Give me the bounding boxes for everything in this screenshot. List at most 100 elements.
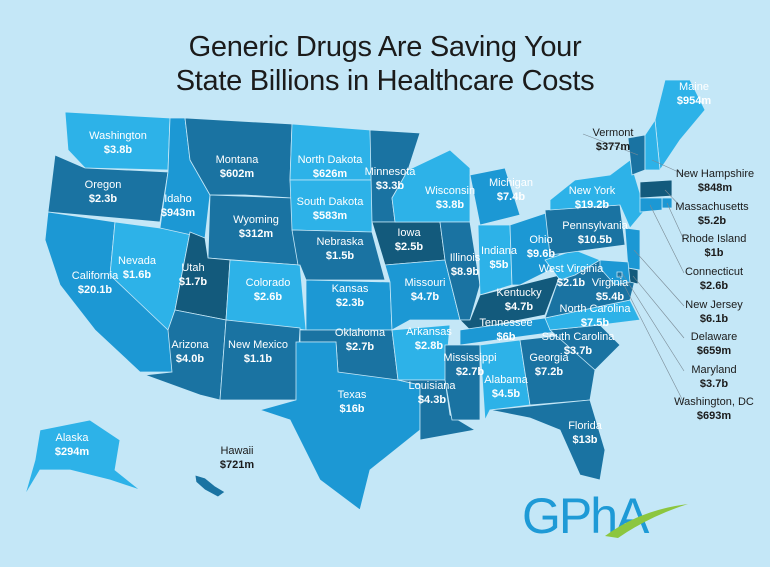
state-name: Ohio: [529, 234, 553, 246]
state-name: Mississippi: [443, 352, 497, 364]
state-name: Nevada: [118, 255, 156, 267]
state-name: Rhode Island: [681, 233, 747, 245]
state-md: [599, 259, 631, 286]
callout-line: [651, 159, 686, 176]
state-name: Washington: [89, 130, 147, 142]
state-savings: $954m: [676, 95, 712, 107]
gpha-logo: GPhA: [522, 488, 649, 544]
state-savings: $5b: [489, 259, 509, 271]
state-savings: $2.5b: [394, 241, 424, 253]
state-name: Michigan: [488, 177, 534, 189]
title-line-2: State Billions in Healthcare Costs: [175, 65, 595, 97]
state-hi: [194, 474, 226, 498]
state-savings: $10.5b: [577, 234, 613, 246]
state-savings: $294m: [54, 446, 90, 458]
state-label-al: Alabama $4.5b: [484, 373, 527, 401]
state-label-hi: Hawaii $721m: [220, 444, 254, 472]
state-name: Oregon: [84, 179, 122, 191]
state-name: Washington, DC: [674, 396, 754, 408]
state-label-id: Idaho $943m: [161, 192, 195, 220]
state-savings: $3.8b: [435, 199, 465, 211]
state-savings: $2.7b: [345, 341, 375, 353]
state-savings: $3.8b: [103, 144, 133, 156]
state-ms: [444, 344, 481, 421]
state-savings: $693m: [696, 410, 732, 422]
callout-line: [582, 133, 639, 156]
state-name: Florida: [568, 420, 602, 432]
state-label-az: Arizona $4.0b: [171, 338, 208, 366]
state-savings: $848m: [697, 182, 733, 194]
state-savings: $1.5b: [325, 250, 355, 262]
state-name: Arkansas: [406, 326, 452, 338]
state-name: Maryland: [691, 364, 737, 376]
state-fl: [489, 399, 606, 481]
state-name: Maine: [679, 81, 709, 93]
state-ak: [24, 419, 141, 496]
state-name: Colorado: [245, 277, 291, 289]
state-name: Minnesota: [364, 166, 416, 178]
callout-line: [618, 274, 685, 404]
state-label-tn: Tennessee $6b: [479, 316, 532, 344]
state-name: Utah: [181, 262, 205, 274]
state-label-ne: Nebraska $1.5b: [316, 235, 363, 263]
state-savings: $2.3b: [88, 193, 118, 205]
state-savings: $659m: [696, 345, 732, 357]
state-savings: $13b: [572, 434, 598, 446]
state-savings: $626m: [312, 168, 348, 180]
state-name: New Mexico: [228, 339, 288, 351]
state-al: [479, 339, 531, 422]
state-label-mt: Montana $602m: [216, 153, 259, 181]
state-label-ok: Oklahoma $2.7b: [335, 326, 385, 354]
state-label-ny: New York $19.2b: [569, 184, 615, 212]
state-label-me: Maine $954m: [677, 80, 711, 108]
state-name: Tennessee: [479, 317, 533, 329]
state-or: [47, 154, 169, 223]
state-savings: $16b: [339, 403, 365, 415]
state-label-mo: Missouri $4.7b: [405, 276, 446, 304]
state-ct: [639, 197, 663, 213]
state-wa: [64, 111, 171, 171]
state-name: California: [71, 270, 119, 282]
state-name: Kentucky: [496, 287, 542, 299]
state-name: New Jersey: [685, 299, 743, 311]
state-savings: $2.6b: [699, 280, 729, 292]
state-label-nd: North Dakota $626m: [298, 153, 363, 181]
state-label-mn: Minnesota $3.3b: [365, 165, 416, 193]
state-name: Texas: [337, 389, 367, 401]
callout-line: [621, 272, 685, 372]
callout-line: [649, 204, 685, 274]
state-label-dc: Washington, DC $693m: [674, 395, 754, 423]
callout-line: [633, 249, 685, 307]
state-savings: $1.1b: [243, 353, 273, 365]
state-name: Georgia: [529, 352, 569, 364]
state-savings: $1.6b: [122, 269, 152, 281]
state-savings: $8.9b: [450, 266, 480, 278]
state-label-ut: Utah $1.7b: [179, 261, 207, 289]
state-label-ma: Massachusetts $5.2b: [675, 200, 748, 228]
state-name: Alaska: [55, 432, 89, 444]
state-label-fl: Florida $13b: [568, 419, 602, 447]
state-savings: $3.7b: [699, 378, 729, 390]
state-savings: $6b: [496, 331, 516, 343]
state-label-sd: South Dakota $583m: [297, 195, 364, 223]
state-label-ga: Georgia $7.2b: [529, 351, 568, 379]
state-savings: $4.3b: [417, 394, 447, 406]
state-name: South Dakota: [296, 196, 364, 208]
state-name: Delaware: [690, 331, 738, 343]
state-label-wy: Wyoming $312m: [233, 213, 279, 241]
state-label-in: Indiana $5b: [481, 244, 517, 272]
callout-line: [632, 275, 685, 339]
state-label-va: Virginia $5.4b: [592, 276, 629, 304]
state-label-nj: New Jersey $6.1b: [685, 298, 742, 326]
state-label-de: Delaware $659m: [691, 330, 737, 358]
state-nj: [624, 227, 641, 271]
state-label-nm: New Mexico $1.1b: [228, 338, 288, 366]
state-nh: [644, 118, 661, 171]
state-name: New York: [568, 185, 616, 197]
state-name: Montana: [215, 154, 259, 166]
state-name: South Carolina: [541, 331, 615, 343]
state-savings: $602m: [219, 168, 255, 180]
state-savings: $2.1b: [556, 277, 586, 289]
state-label-ky: Kentucky $4.7b: [496, 286, 541, 314]
